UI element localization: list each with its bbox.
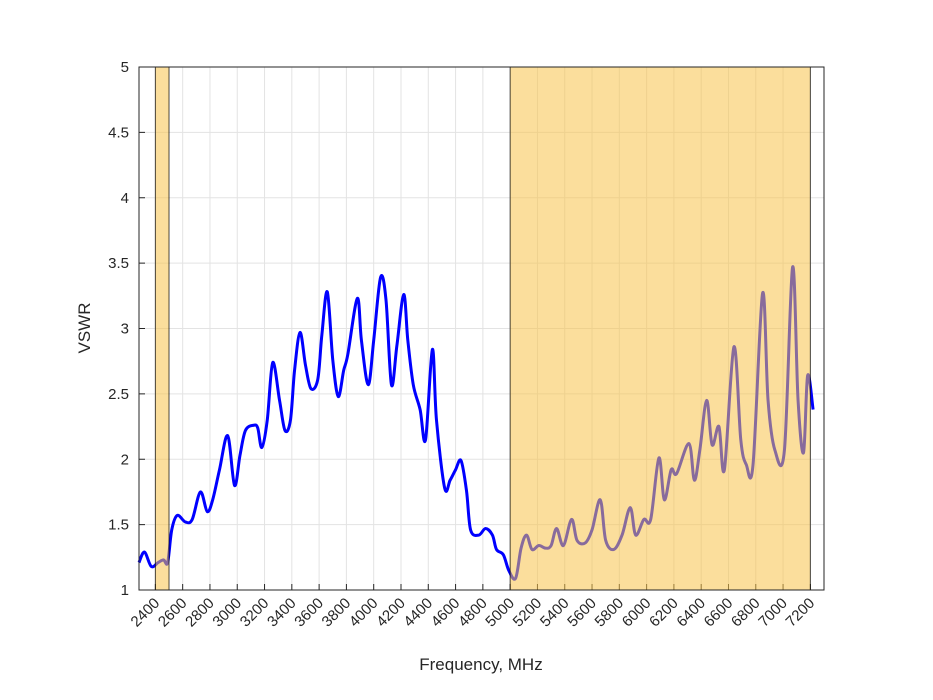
x-axis-label: Frequency, MHz <box>419 655 542 674</box>
x-tick-label: 6600 <box>701 595 737 631</box>
x-tick-label: 2600 <box>155 595 191 631</box>
x-tick-label: 7000 <box>755 595 791 631</box>
x-tick-label: 5400 <box>537 595 573 631</box>
x-tick-label: 5000 <box>482 595 518 631</box>
axes-box <box>138 66 825 591</box>
y-tick-label: 4.5 <box>108 124 129 141</box>
x-tick-label: 7200 <box>783 595 819 631</box>
x-tick-label: 6000 <box>619 595 655 631</box>
shaded-band <box>509 66 811 591</box>
y-tick-label: 1 <box>121 582 129 599</box>
x-tick-label: 4600 <box>428 595 464 631</box>
y-tick-label: 3.5 <box>108 255 129 272</box>
x-tick-label: 3000 <box>209 595 245 631</box>
y-tick-label: 2 <box>121 451 129 468</box>
y-tick-label: 2.5 <box>108 386 129 403</box>
y-tick-label: 1.5 <box>108 517 129 534</box>
x-tick-label: 3200 <box>237 595 273 631</box>
y-tick-label: 3 <box>121 321 129 338</box>
x-tick-label: 2800 <box>182 595 218 631</box>
x-tick-label: 5200 <box>510 595 546 631</box>
x-tick-label: 5800 <box>592 595 628 631</box>
x-tick-label: 4000 <box>346 595 382 631</box>
x-tick-label: 6400 <box>673 595 709 631</box>
x-tick-label: 4800 <box>455 595 491 631</box>
x-tick-label: 2400 <box>128 595 164 631</box>
x-tick-label: 6800 <box>728 595 764 631</box>
x-tick-label: 3800 <box>319 595 355 631</box>
y-tick-label: 4 <box>121 190 129 207</box>
x-tick-label: 5600 <box>564 595 600 631</box>
x-tick-label: 4400 <box>400 595 436 631</box>
y-axis-label: VSWR <box>75 303 94 354</box>
x-tick-label: 4200 <box>373 595 409 631</box>
y-tick-label: 5 <box>121 59 129 76</box>
x-tick-label: 3400 <box>264 595 300 631</box>
x-tick-label: 3600 <box>291 595 327 631</box>
x-tick-label: 6200 <box>646 595 682 631</box>
shaded-band <box>154 66 170 591</box>
